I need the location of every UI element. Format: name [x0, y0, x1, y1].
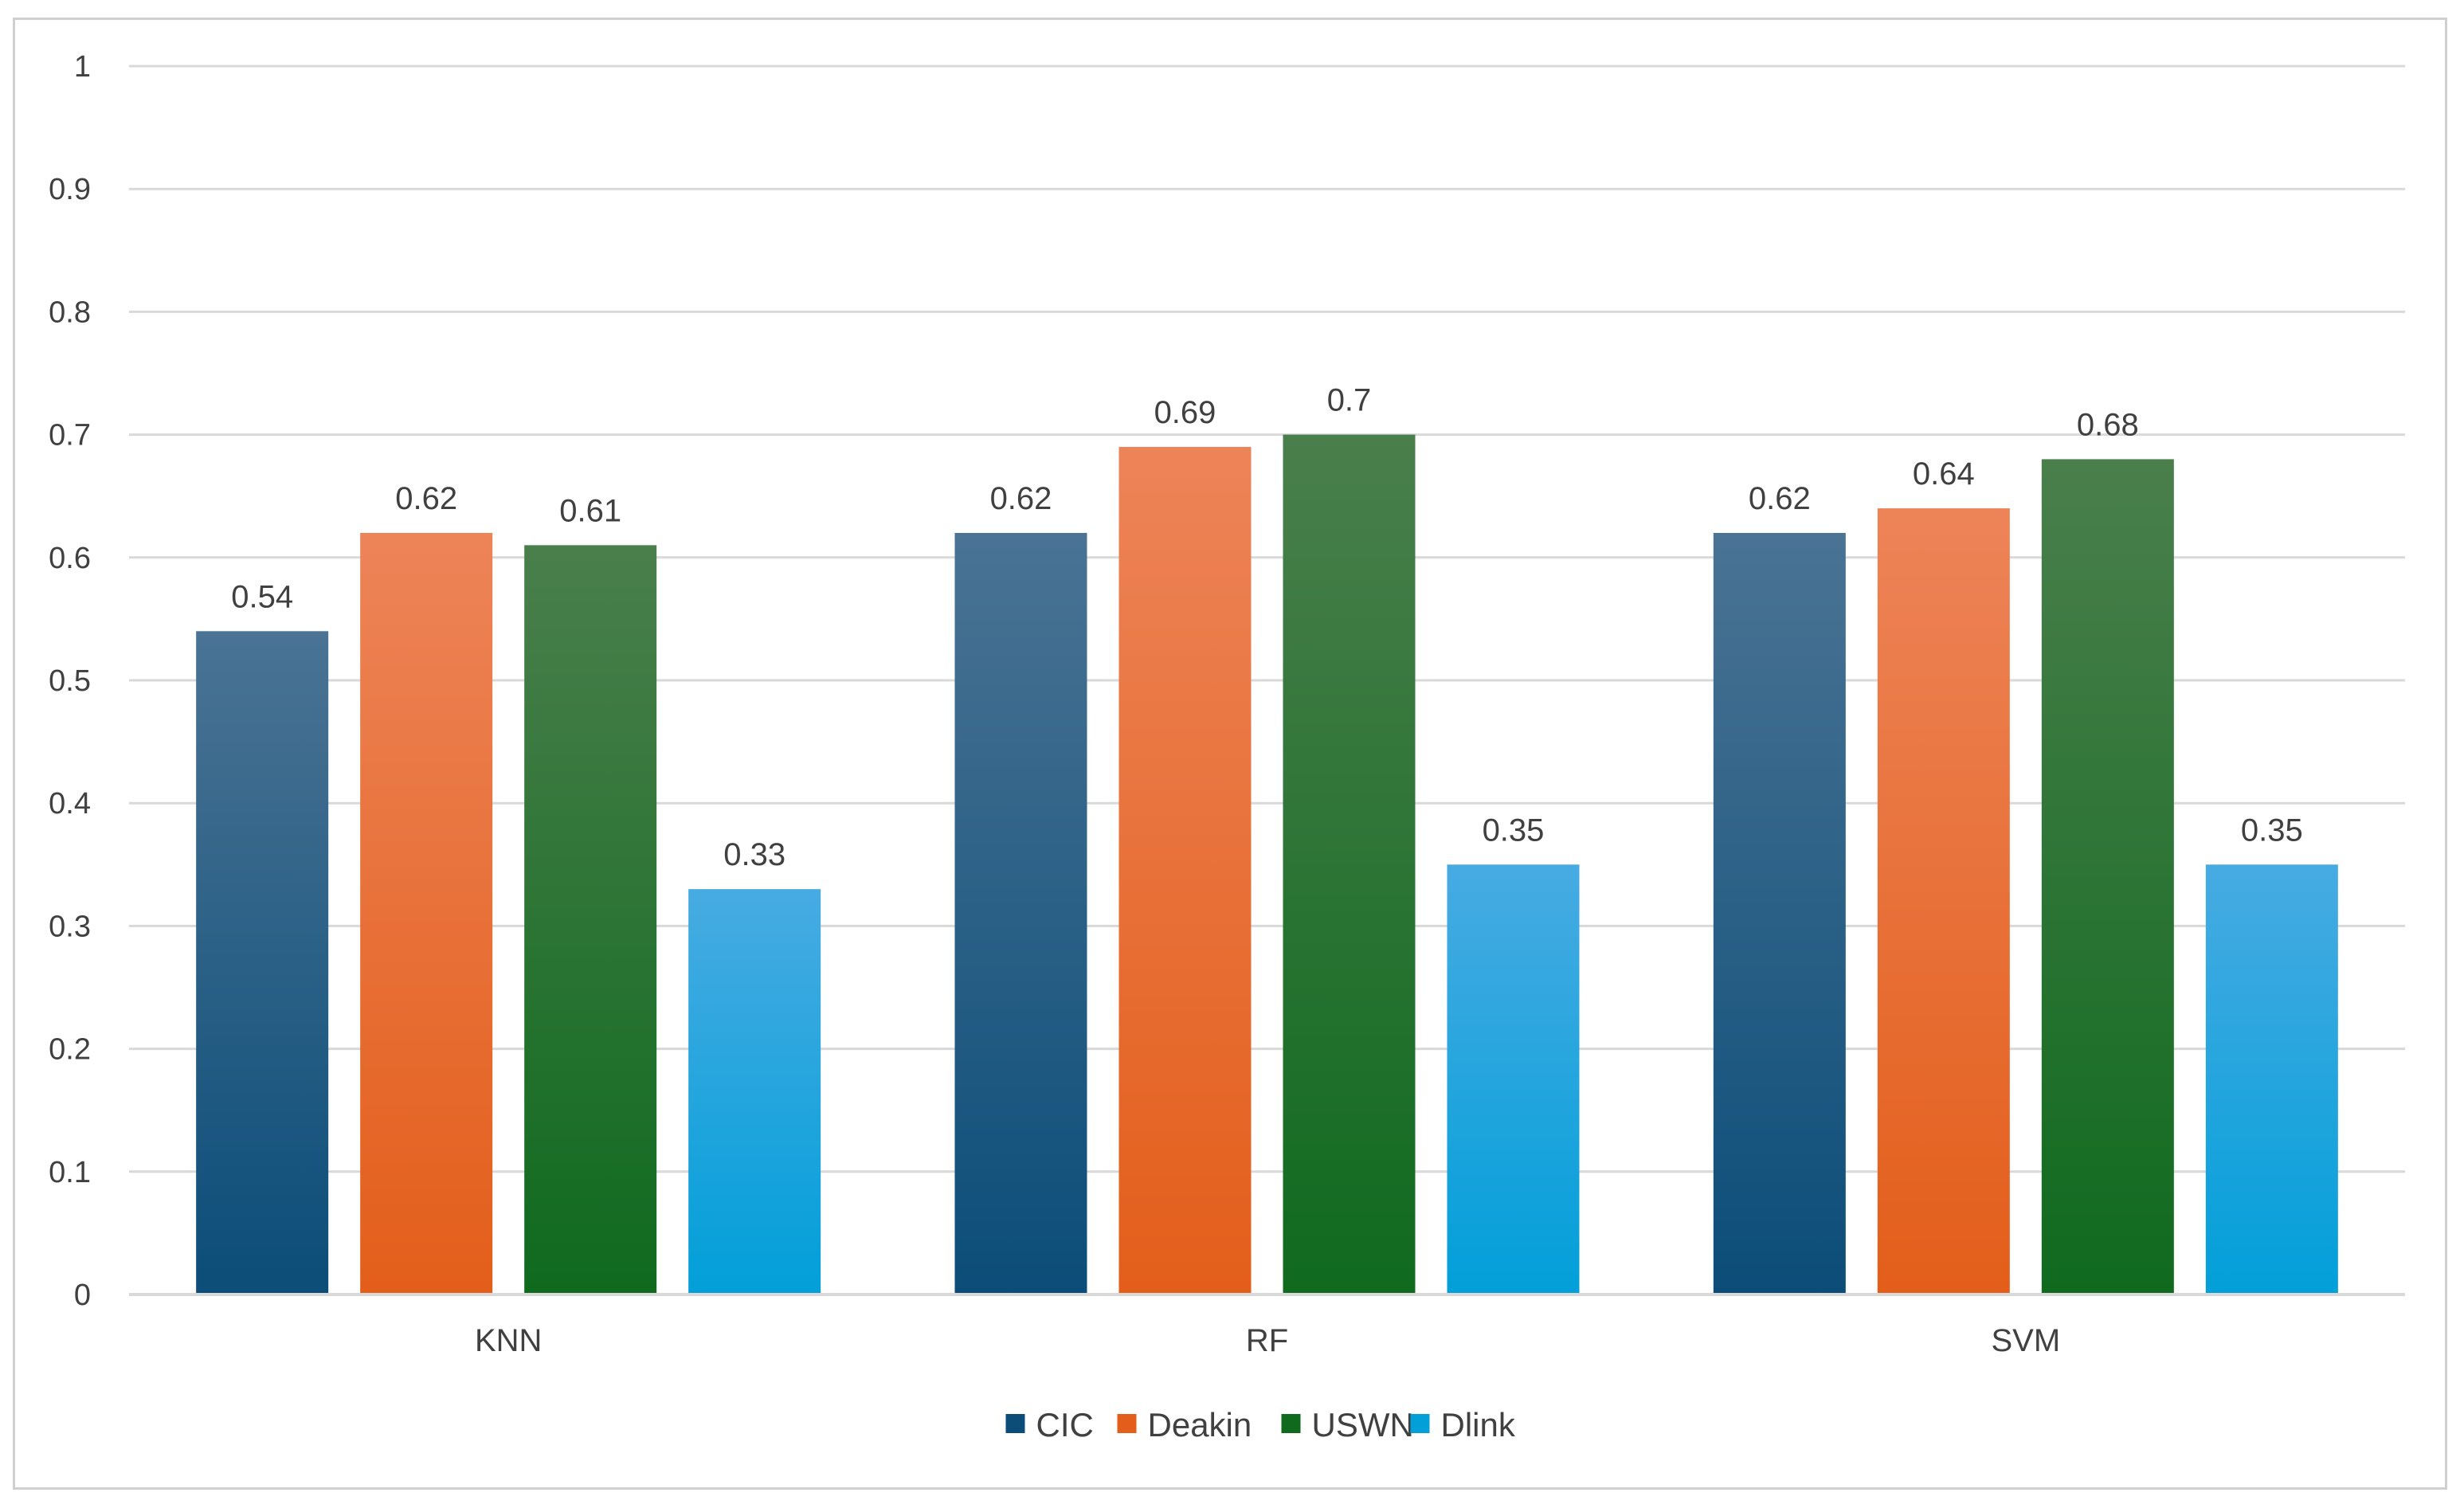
legend-swatch: [1410, 1414, 1430, 1433]
legend-label: Deakin: [1148, 1406, 1252, 1443]
grid-lines: [129, 65, 2405, 1173]
legend-item-uswn: USWN: [1281, 1406, 1414, 1443]
data-label: 0.7: [1327, 383, 1372, 418]
bar-chart: 00.10.20.30.40.50.60.70.80.91 0.540.62 0.…: [49, 50, 2405, 1443]
bar-dlink-rf: [1447, 864, 1580, 1295]
y-tick-label: 0.8: [49, 296, 91, 329]
legend-label: Dlink: [1441, 1406, 1516, 1443]
legend-label: USWN: [1312, 1406, 1414, 1443]
legend-swatch: [1117, 1414, 1137, 1433]
legend-swatch: [1005, 1414, 1025, 1433]
bar-dlink-svm: [2205, 864, 2338, 1295]
data-label: 0.62: [395, 481, 457, 516]
data-label: 0.62: [990, 481, 1052, 516]
legend-item-dlink: Dlink: [1410, 1406, 1516, 1443]
legend-swatch: [1281, 1414, 1301, 1433]
data-label: 0.68: [2077, 407, 2139, 442]
bar-cic-svm: [1713, 532, 1846, 1295]
bar-uswn-knn: [524, 545, 657, 1295]
x-axis-category-labels: KNN RF SVM: [475, 1323, 2060, 1358]
bars: [196, 434, 2338, 1295]
y-tick-label: 0.2: [49, 1033, 91, 1067]
data-label: 0.69: [1154, 395, 1216, 430]
y-tick-label: 0.9: [49, 173, 91, 206]
data-label: 0.54: [231, 579, 293, 614]
data-labels: 0.54 0.62 0.61 0.33 0.62 0.69 0.7 0.35 0.62 0.64 0…: [231, 383, 2303, 873]
data-label: 0.62: [1749, 481, 1811, 516]
data-label: 0.33: [723, 837, 785, 872]
y-axis-tick-labels: 0 0.1 0.2 0.3 0.4 0.5 0.6 0.7 0.8 0.9 1: [49, 50, 91, 1312]
x-category-label: RF: [1246, 1323, 1288, 1358]
bar-deakin-knn: [360, 532, 493, 1295]
y-tick-label: 0: [74, 1279, 91, 1312]
legend-label: CIC: [1036, 1406, 1094, 1443]
legend: CIC Deakin USWN Dlink: [1005, 1406, 1516, 1443]
y-tick-label: 0.4: [49, 787, 91, 821]
y-tick-label: 0.5: [49, 664, 91, 698]
bar-cic-knn: [196, 631, 329, 1295]
bar-cic-rf: [954, 532, 1087, 1295]
y-tick-label: 0.7: [49, 419, 91, 452]
bar-uswn-rf: [1283, 434, 1416, 1295]
y-tick-label: 0.3: [49, 910, 91, 943]
bar-dlink-knn: [688, 889, 821, 1295]
legend-item-cic: CIC: [1005, 1406, 1094, 1443]
data-label: 0.35: [1483, 813, 1545, 848]
x-category-label: KNN: [475, 1323, 542, 1358]
x-category-label: SVM: [1991, 1323, 2060, 1358]
data-label: 0.64: [1913, 456, 1975, 492]
y-tick-label: 0.1: [49, 1156, 91, 1189]
y-tick-label: 1: [74, 50, 91, 84]
chart-frame: 0 0.1 0.2 0.3 0.4 0.5 0.6 0.7 0.8 0.9 1 0.54 0.62 0.…: [13, 18, 2447, 1490]
data-label: 0.35: [2241, 813, 2303, 848]
data-label: 0.61: [559, 493, 621, 528]
bar-deakin-svm: [1877, 508, 2010, 1295]
bar-deakin-rf: [1118, 447, 1252, 1295]
bar-uswn-svm: [2041, 459, 2174, 1295]
y-tick-label: 0.6: [49, 542, 91, 575]
legend-item-deakin: Deakin: [1117, 1406, 1252, 1443]
